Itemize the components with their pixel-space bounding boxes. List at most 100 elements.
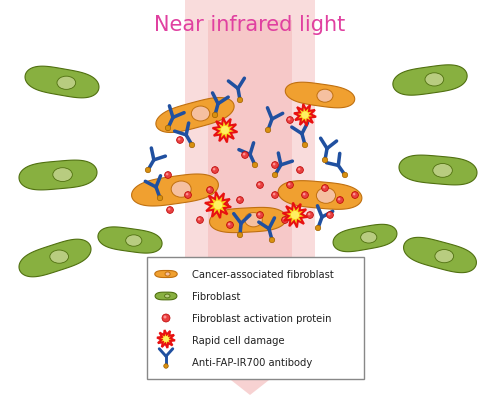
Ellipse shape — [165, 272, 170, 276]
Polygon shape — [393, 65, 467, 95]
Ellipse shape — [186, 193, 188, 196]
Ellipse shape — [256, 211, 264, 218]
Ellipse shape — [298, 168, 300, 171]
Ellipse shape — [238, 198, 240, 200]
Polygon shape — [155, 271, 177, 277]
Ellipse shape — [302, 111, 308, 119]
Polygon shape — [157, 330, 175, 348]
Ellipse shape — [282, 217, 288, 224]
Ellipse shape — [206, 187, 214, 194]
Polygon shape — [286, 82, 354, 108]
Ellipse shape — [256, 181, 264, 188]
Ellipse shape — [221, 126, 229, 134]
Polygon shape — [19, 239, 91, 277]
Ellipse shape — [316, 225, 320, 231]
Ellipse shape — [164, 315, 166, 318]
Ellipse shape — [238, 232, 242, 238]
Ellipse shape — [171, 181, 191, 197]
Ellipse shape — [306, 211, 314, 218]
Ellipse shape — [57, 76, 76, 90]
Ellipse shape — [326, 211, 334, 218]
Ellipse shape — [316, 188, 336, 203]
Polygon shape — [180, 20, 320, 395]
Ellipse shape — [164, 294, 170, 298]
Ellipse shape — [273, 163, 276, 165]
Ellipse shape — [303, 193, 306, 196]
Ellipse shape — [164, 364, 168, 368]
Ellipse shape — [272, 192, 278, 198]
Ellipse shape — [433, 164, 452, 177]
Ellipse shape — [166, 125, 170, 131]
Ellipse shape — [286, 181, 294, 188]
Ellipse shape — [192, 106, 210, 121]
Ellipse shape — [178, 138, 180, 141]
Ellipse shape — [50, 250, 68, 263]
Ellipse shape — [322, 157, 328, 163]
Ellipse shape — [208, 188, 210, 190]
Ellipse shape — [302, 192, 308, 198]
Ellipse shape — [238, 97, 242, 103]
Ellipse shape — [272, 172, 278, 178]
Ellipse shape — [242, 151, 248, 158]
Ellipse shape — [425, 73, 444, 86]
Ellipse shape — [322, 185, 328, 192]
Ellipse shape — [308, 213, 310, 215]
Polygon shape — [404, 237, 476, 273]
Ellipse shape — [435, 249, 454, 263]
Polygon shape — [278, 181, 362, 209]
Ellipse shape — [291, 211, 299, 219]
Ellipse shape — [198, 218, 200, 220]
Polygon shape — [155, 292, 177, 300]
Polygon shape — [282, 202, 308, 228]
Ellipse shape — [228, 223, 230, 226]
Polygon shape — [294, 104, 316, 126]
Ellipse shape — [342, 172, 347, 178]
Ellipse shape — [360, 232, 377, 243]
Ellipse shape — [323, 186, 326, 188]
Text: Rapid cell damage: Rapid cell damage — [192, 336, 284, 346]
Ellipse shape — [214, 201, 222, 209]
Ellipse shape — [296, 166, 304, 173]
Ellipse shape — [328, 213, 330, 215]
Ellipse shape — [222, 202, 228, 209]
Ellipse shape — [258, 213, 260, 215]
Ellipse shape — [338, 198, 340, 200]
Polygon shape — [156, 98, 234, 132]
Ellipse shape — [168, 208, 170, 211]
Ellipse shape — [212, 166, 218, 173]
Ellipse shape — [288, 183, 290, 185]
Ellipse shape — [352, 192, 358, 198]
Polygon shape — [98, 227, 162, 253]
Ellipse shape — [252, 162, 258, 168]
Ellipse shape — [286, 117, 294, 124]
Ellipse shape — [266, 127, 270, 133]
Ellipse shape — [283, 218, 286, 220]
Bar — [185, 0, 315, 310]
Polygon shape — [19, 160, 97, 190]
Text: Near infrared light: Near infrared light — [154, 15, 346, 35]
Ellipse shape — [53, 168, 72, 181]
Text: Fibroblast: Fibroblast — [192, 292, 240, 302]
Ellipse shape — [302, 142, 308, 148]
Polygon shape — [212, 117, 238, 143]
Ellipse shape — [176, 136, 184, 143]
Ellipse shape — [166, 207, 173, 213]
Ellipse shape — [273, 193, 276, 196]
Ellipse shape — [243, 153, 246, 156]
Ellipse shape — [226, 222, 234, 228]
Ellipse shape — [353, 193, 356, 196]
Ellipse shape — [162, 314, 170, 322]
Polygon shape — [132, 174, 218, 206]
Ellipse shape — [213, 168, 216, 171]
Text: Fibroblast activation protein: Fibroblast activation protein — [192, 314, 332, 324]
Ellipse shape — [288, 118, 290, 120]
Ellipse shape — [146, 167, 150, 173]
Ellipse shape — [270, 237, 274, 243]
Ellipse shape — [163, 336, 169, 342]
Ellipse shape — [272, 162, 278, 168]
Ellipse shape — [212, 112, 218, 118]
Ellipse shape — [196, 217, 203, 224]
Polygon shape — [25, 66, 99, 98]
Ellipse shape — [336, 196, 344, 203]
Ellipse shape — [244, 213, 262, 227]
